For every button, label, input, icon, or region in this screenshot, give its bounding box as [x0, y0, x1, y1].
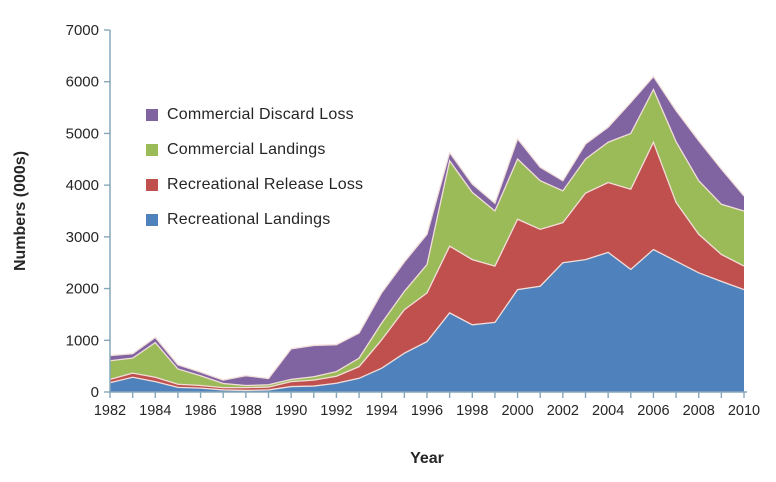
x-tick-label: 2002: [547, 403, 579, 419]
legend-item-commercial-discard-loss: Commercial Discard Loss: [146, 97, 363, 132]
area-recreational-landings: [110, 249, 744, 392]
legend-item-commercial-landings: Commercial Landings: [146, 132, 363, 167]
legend-label: Commercial Discard Loss: [167, 105, 354, 123]
y-axis-title: Numbers (000s): [12, 150, 29, 272]
x-tick-label: 2010: [728, 403, 760, 419]
x-tick-label: 2006: [637, 403, 669, 419]
legend-item-recreational-landings: Recreational Landings: [146, 202, 363, 237]
y-tick-label: 3000: [66, 229, 99, 246]
legend-swatch-icon: [146, 108, 158, 121]
legend-label: Recreational Release Loss: [167, 175, 364, 193]
x-tick-label: 2000: [501, 403, 533, 419]
legend-item-recreational-release-loss: Recreational Release Loss: [146, 167, 363, 202]
y-tick-label: 7000: [66, 22, 99, 39]
legend-label: Commercial Landings: [167, 140, 326, 158]
legend-swatch-icon: [146, 213, 158, 226]
boundary-commercial-landings: [109, 87, 745, 387]
x-tick-label: 1996: [411, 403, 443, 419]
x-tick-label: 1986: [184, 403, 216, 419]
x-axis-title: Year: [410, 450, 444, 467]
y-tick-label: 2000: [66, 281, 99, 298]
y-tick-label: 5000: [66, 125, 99, 142]
x-tick-label: 1988: [230, 403, 262, 419]
x-tick-label: 1992: [320, 403, 352, 419]
x-tick-label: 2004: [592, 403, 624, 419]
boundary-recreational-landings: [109, 248, 745, 392]
x-tick-label: 1994: [366, 403, 398, 419]
x-tick-label: 1982: [94, 403, 126, 419]
legend: Commercial Discard Loss Commercial Landin…: [146, 97, 363, 237]
y-tick-label: 1000: [66, 332, 99, 349]
legend-swatch-icon: [146, 178, 158, 191]
y-tick-label: 6000: [66, 74, 99, 91]
y-tick-label: 0: [91, 384, 99, 401]
x-tick-label: 1984: [139, 403, 171, 419]
x-tick-label: 1998: [456, 403, 488, 419]
x-tick-label: 1990: [275, 403, 307, 419]
legend-label: Recreational Landings: [167, 210, 331, 228]
x-tick-label: 2008: [683, 403, 715, 419]
legend-swatch-icon: [146, 143, 158, 156]
y-tick-label: 4000: [66, 177, 99, 194]
boundary-recreational-release-loss: [109, 140, 745, 389]
boundary-commercial-discard-loss: [109, 75, 745, 381]
